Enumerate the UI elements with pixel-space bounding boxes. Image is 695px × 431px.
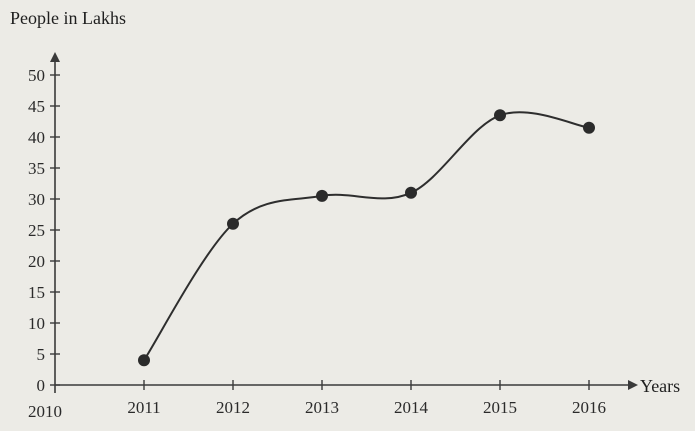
y-axis-ticks: 0 5 10 15 20 25 30 35 40 45 50: [28, 66, 60, 395]
data-point-2015: [494, 109, 506, 122]
y-tick-label: 45: [28, 97, 45, 116]
y-tick-label: 35: [28, 159, 45, 178]
y-tick-label: 10: [28, 314, 45, 333]
y-tick-label: 0: [37, 376, 46, 395]
data-point-2013: [316, 189, 328, 202]
y-axis-arrow: [50, 52, 60, 62]
x-tick-label: 2011: [127, 398, 160, 417]
x-tick-label: 2013: [305, 398, 339, 417]
y-axis-title: People in Lakhs: [10, 8, 126, 28]
y-tick-label: 40: [28, 128, 45, 147]
x-origin-label: 2010: [28, 402, 62, 421]
data-point-2014: [405, 186, 417, 199]
x-tick-label: 2014: [394, 398, 429, 417]
x-axis-arrow: [628, 380, 638, 390]
y-tick-label: 15: [28, 283, 45, 302]
x-tick-label: 2016: [572, 398, 606, 417]
x-tick-label: 2015: [483, 398, 517, 417]
y-tick-label: 5: [37, 345, 46, 364]
data-point-2012: [227, 217, 239, 230]
data-points: [138, 109, 595, 367]
x-axis-ticks: 2010 2011 2012 2013 2014 2015 2016: [28, 380, 606, 421]
y-tick-label: 30: [28, 190, 45, 209]
series-line: [143, 111, 590, 361]
data-point-2016: [583, 121, 595, 134]
data-point-2011: [138, 354, 150, 367]
x-axis-title: Years: [640, 376, 680, 396]
y-tick-label: 20: [28, 252, 45, 271]
y-tick-label: 25: [28, 221, 45, 240]
x-tick-label: 2012: [216, 398, 250, 417]
axes: [50, 52, 638, 393]
y-tick-label: 50: [28, 66, 45, 85]
